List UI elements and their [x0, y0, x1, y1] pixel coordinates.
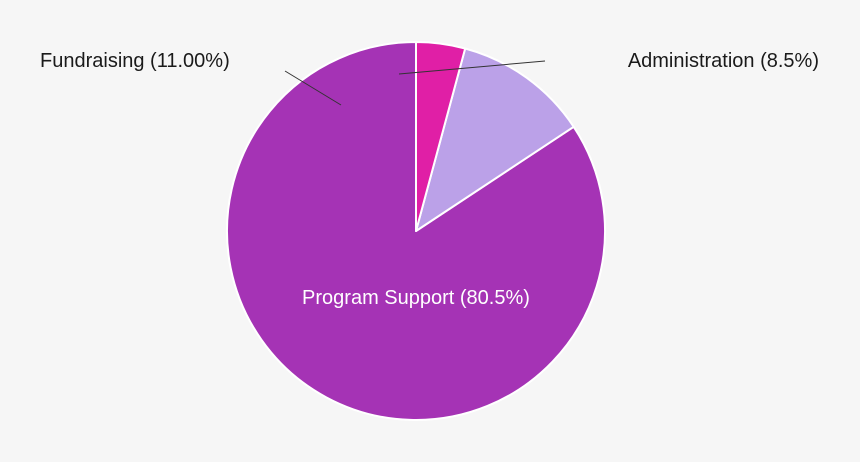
leader-lines: [284, 60, 546, 106]
slice-fundraising: [415, 47, 575, 232]
slice-label-program-support: Program Support (80.5%): [302, 287, 530, 309]
slice-administration: [415, 41, 467, 232]
slice-label-fundraising: Fundraising (11.00%): [40, 50, 230, 72]
leader-line-fundraising: [284, 70, 342, 106]
leader-line-administration: [398, 60, 546, 75]
pie-slices: [226, 41, 606, 421]
slice-label-administration: Administration (8.5%): [628, 50, 819, 72]
